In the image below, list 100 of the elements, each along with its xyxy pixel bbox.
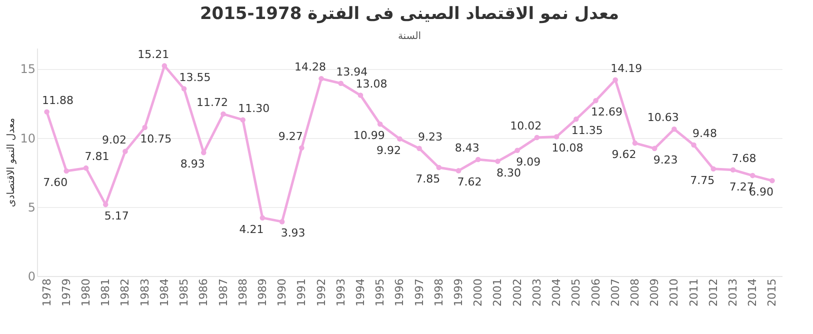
point — [495, 158, 500, 164]
point — [338, 80, 344, 86]
point — [44, 109, 50, 114]
point — [456, 168, 462, 174]
text: 7.85 — [416, 172, 440, 186]
x-tick-label: 1991 — [295, 278, 308, 306]
x-tick-label: 2007 — [608, 278, 622, 306]
point — [142, 124, 148, 130]
x-tick-label: 2012 — [706, 278, 720, 306]
x-tick-label: 1988 — [236, 278, 250, 306]
text: 15.21 — [138, 48, 170, 61]
text: 9.09 — [516, 155, 541, 168]
text: 12.69 — [591, 106, 622, 119]
point — [750, 172, 756, 178]
text: 10.99 — [353, 129, 385, 142]
text: 5.17 — [104, 210, 129, 223]
point — [436, 164, 442, 170]
text: 10.75 — [140, 132, 172, 146]
x-tick-label: 1982 — [118, 278, 132, 306]
text: 14.28 — [294, 60, 326, 74]
point — [397, 136, 402, 142]
point — [279, 219, 285, 224]
x-tick-label: 1993 — [334, 278, 348, 306]
point — [220, 111, 226, 117]
point — [593, 98, 598, 104]
point — [299, 145, 304, 151]
x-tick-label: 1983 — [138, 278, 152, 306]
x-tick-label: 1996 — [393, 278, 406, 306]
x-tick-label: 2006 — [589, 278, 602, 306]
x-tick-label: 1999 — [452, 278, 466, 306]
point — [652, 146, 658, 152]
x-tick-label: 1978 — [40, 278, 54, 306]
text: 11.35 — [571, 124, 603, 138]
point — [64, 168, 70, 174]
text: 14.19 — [610, 62, 642, 75]
text: 9.23 — [653, 153, 678, 166]
point — [612, 77, 618, 83]
y-tick-label: 5 — [28, 200, 36, 214]
text: 8.43 — [454, 142, 480, 155]
point — [358, 92, 364, 98]
y-tick-label: 15 — [20, 62, 36, 76]
text: 7.81 — [84, 150, 110, 164]
text: 11.30 — [238, 102, 270, 115]
point — [514, 148, 520, 154]
x-tick-label: 1989 — [256, 278, 269, 306]
point — [691, 142, 696, 148]
point — [83, 165, 89, 171]
x-tick-label: 2013 — [726, 278, 740, 306]
x-tick-label: 1981 — [99, 278, 112, 306]
point — [240, 117, 246, 122]
text: 9.02 — [102, 133, 126, 146]
point — [710, 166, 716, 172]
text: 7.75 — [690, 174, 715, 187]
text: 7.62 — [457, 176, 482, 189]
x-tick-label: 2005 — [570, 278, 583, 306]
text: 9.62 — [612, 148, 636, 162]
text: 3.93 — [280, 226, 306, 240]
point — [318, 76, 324, 82]
x-tick-label: 1979 — [60, 278, 73, 306]
point — [574, 116, 579, 122]
y-axis-title: معدل النمو الاقتصادى — [6, 118, 18, 208]
text: 9.27 — [278, 130, 303, 143]
x-tick-label: 1997 — [412, 278, 426, 306]
x-tick-label: 1990 — [276, 278, 289, 306]
x-tick-label: 1995 — [374, 278, 387, 306]
text: 11.88 — [42, 94, 74, 107]
text: 13.94 — [336, 65, 368, 78]
point — [632, 140, 638, 146]
x-tick-label: 1998 — [432, 278, 446, 306]
text: 7.68 — [732, 152, 756, 165]
y-tick-label: 10 — [20, 131, 36, 146]
x-tick-label: 1985 — [178, 278, 191, 306]
text: 10.63 — [647, 111, 679, 124]
x-tick-label: 2015 — [766, 278, 779, 306]
x-tick-label: 2011 — [687, 278, 700, 306]
text: 10.08 — [552, 142, 584, 155]
point — [416, 146, 422, 152]
point — [181, 86, 187, 92]
x-tick-label: 1992 — [314, 278, 328, 306]
point — [534, 134, 540, 140]
x-tick-label: 2003 — [530, 278, 544, 306]
text: 9.92 — [376, 144, 401, 157]
text: 8.93 — [180, 158, 205, 171]
point — [122, 148, 128, 154]
point — [377, 121, 383, 127]
x-tick-label: 1994 — [354, 278, 367, 306]
x-tick-label: 2008 — [628, 278, 642, 306]
chart-title: معدل نمو الاقتصاد الصينى فى الفترة 1978-2015 — [200, 4, 620, 24]
text: 10.02 — [510, 120, 542, 133]
point — [554, 134, 560, 140]
text: 13.08 — [356, 77, 388, 90]
x-tick-label: 2000 — [472, 278, 485, 306]
x-tick-label: 2002 — [510, 278, 524, 306]
text: 13.55 — [179, 70, 211, 84]
y-tick-label: 0 — [28, 270, 36, 284]
x-tick-label: 2004 — [550, 278, 564, 306]
text: 11.72 — [196, 96, 228, 110]
x-tick-label: 1987 — [216, 278, 230, 306]
x-tick-label: 1984 — [158, 278, 171, 306]
point — [770, 178, 775, 184]
